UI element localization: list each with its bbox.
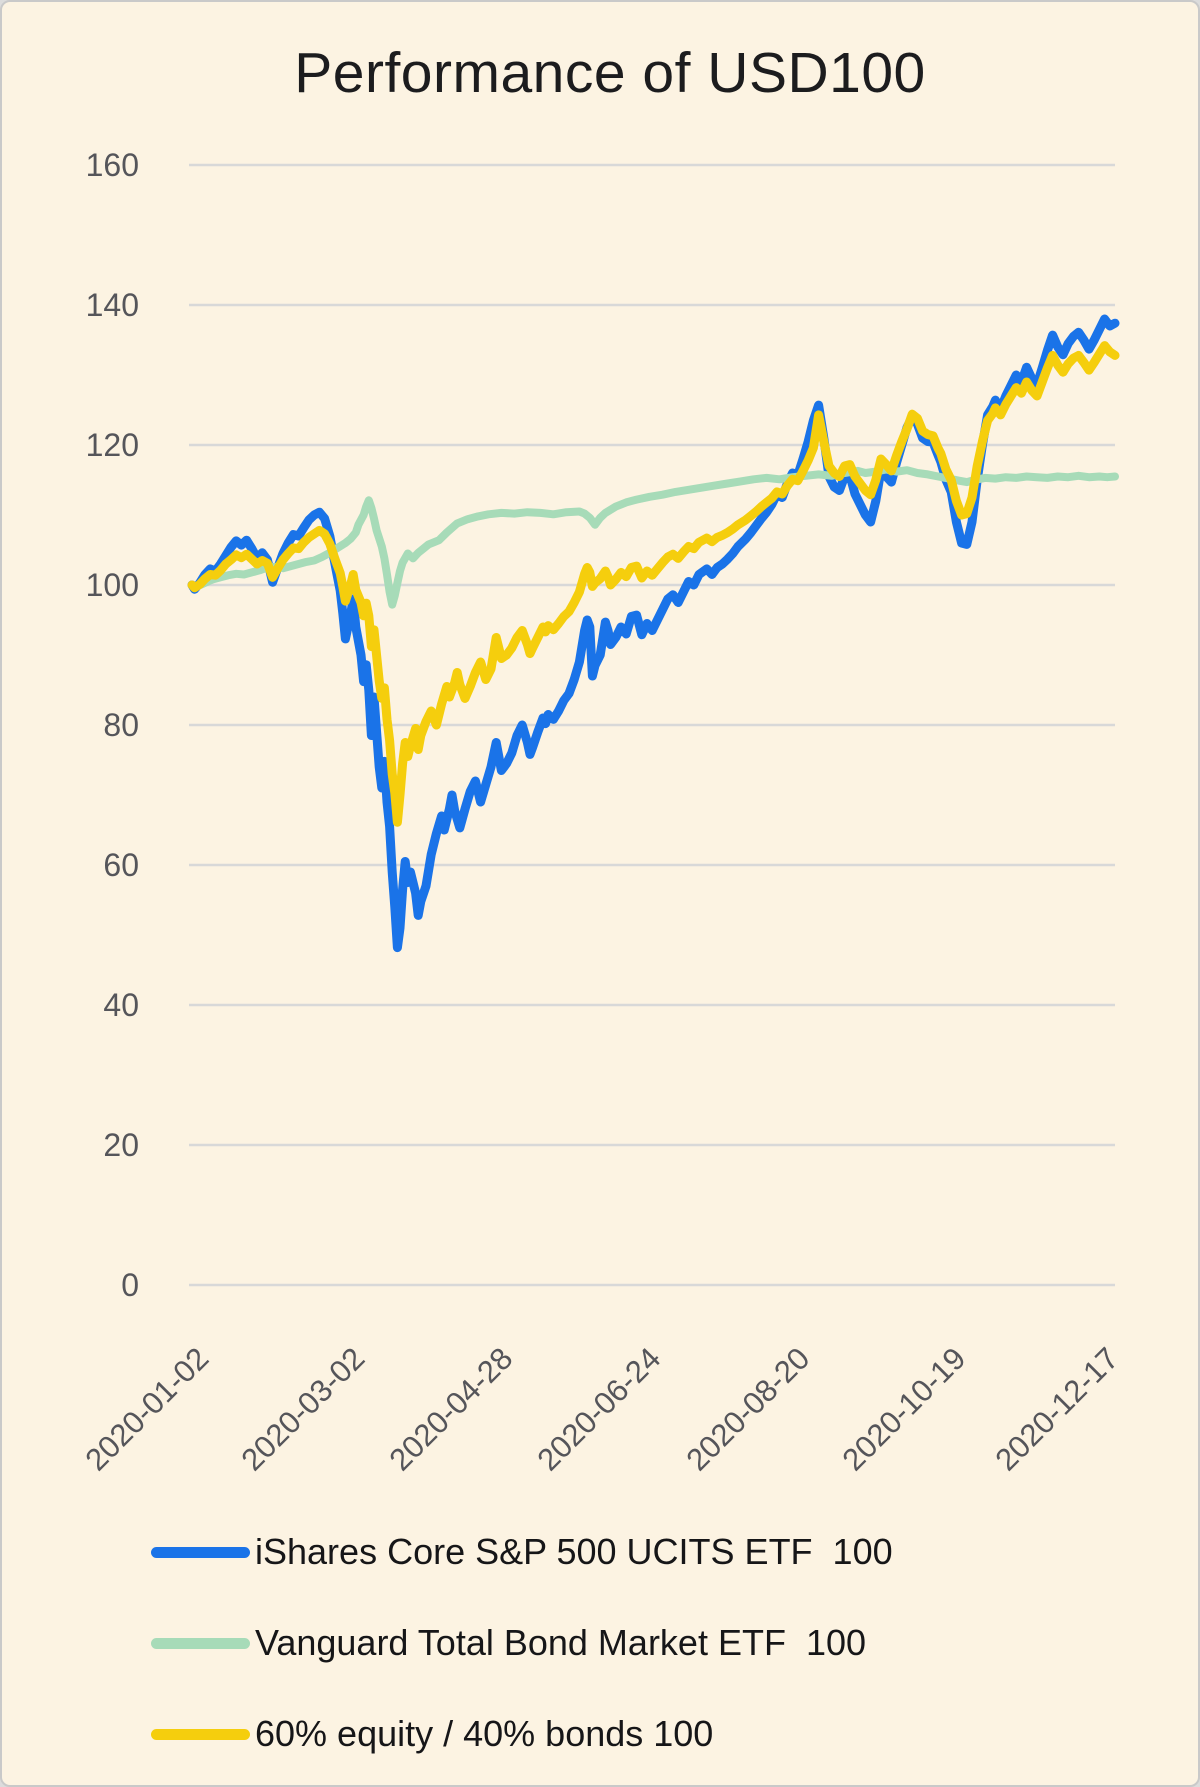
equity-line-swatch: [151, 1546, 250, 1558]
y-axis-label-120: 120: [85, 427, 139, 463]
y-axis-label-60: 60: [103, 847, 139, 883]
series-line-2: [187, 341, 1120, 827]
legend-item-bond: Vanguard Total Bond Market ETF 100: [151, 1619, 866, 1667]
legend-item-mix: 60% equity / 40% bonds 100: [151, 1710, 713, 1758]
mix-line-swatch: [151, 1728, 250, 1740]
chart-title: Performance of USD100: [294, 41, 926, 105]
series-line-0: [187, 314, 1120, 953]
gridlines: [189, 163, 1115, 1287]
series-lines: [187, 314, 1120, 953]
bond-line-swatch: [151, 1637, 250, 1649]
y-axis-label-140: 140: [85, 287, 139, 323]
legend-label-mix: 60% equity / 40% bonds 100: [255, 1713, 714, 1754]
legend-label-bond: Vanguard Total Bond Market ETF 100: [255, 1622, 867, 1663]
y-axis-label-0: 0: [121, 1267, 139, 1303]
y-axis-label-80: 80: [103, 707, 139, 743]
y-axis-label-100: 100: [85, 567, 139, 603]
y-axis-label-40: 40: [103, 987, 139, 1023]
y-axis-label-160: 160: [85, 147, 139, 183]
legend-item-equity: iShares Core S&P 500 UCITS ETF 100: [151, 1528, 893, 1576]
y-axis-label-20: 20: [103, 1127, 139, 1163]
legend-label-equity: iShares Core S&P 500 UCITS ETF 100: [255, 1531, 893, 1572]
